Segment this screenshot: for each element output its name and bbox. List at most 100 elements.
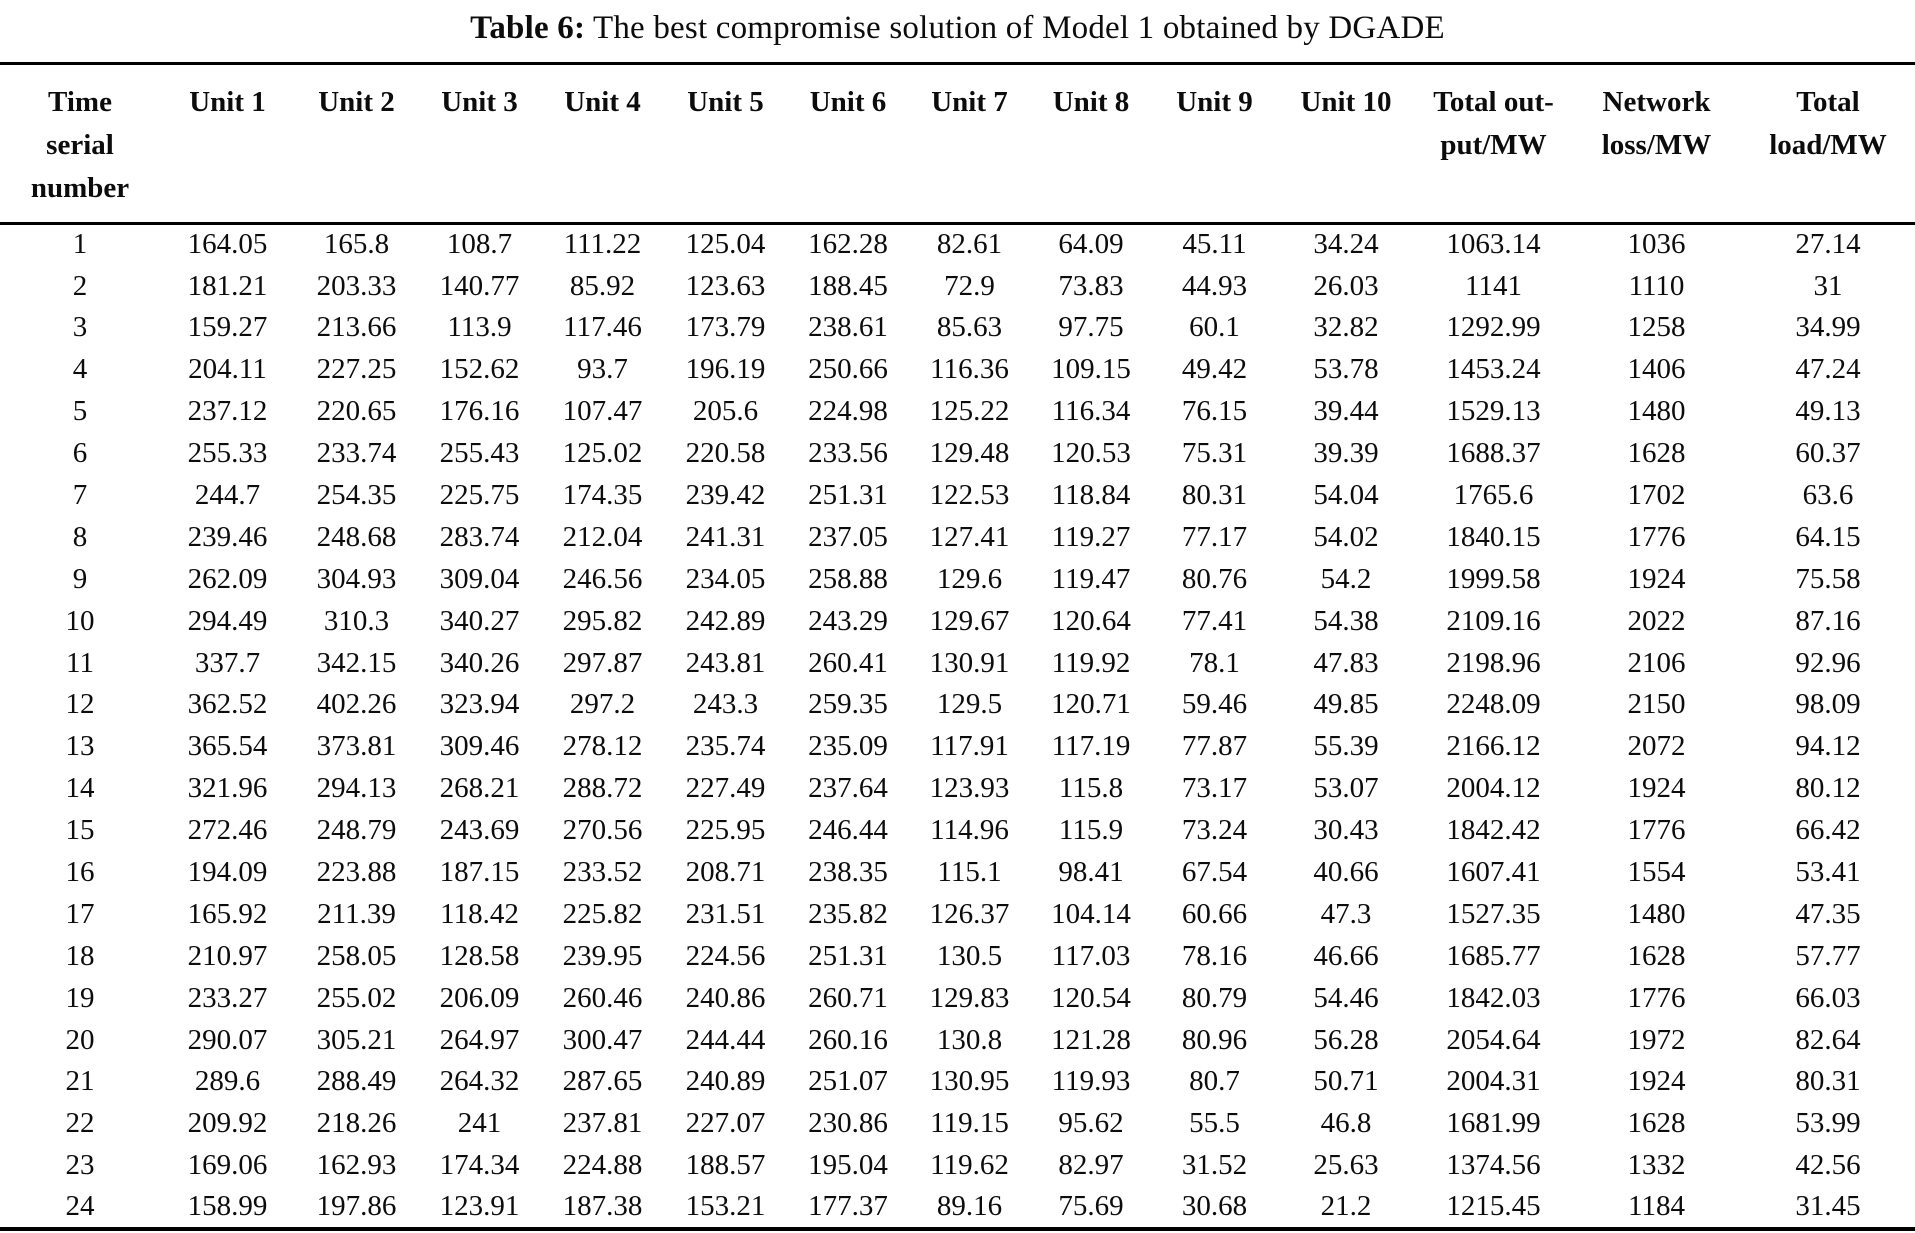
table-cell: 162.93	[316, 1149, 397, 1182]
table-row: 20 290.07 305.21 264.97 300.47 244.44 260.16 13…	[0, 1019, 1915, 1061]
table-row: 10 294.49 310.3 340.27 295.82 242.89 243.29 129…	[0, 600, 1915, 642]
table-cell: 119.27	[1051, 520, 1131, 553]
table-cell: 113.9	[447, 311, 512, 344]
table-cell: 1628	[1627, 939, 1686, 972]
table-cell: 248.79	[316, 814, 397, 847]
table-cell: 255.33	[187, 437, 268, 470]
table-cell: 72.9	[944, 269, 995, 302]
table-cell: 173.79	[685, 311, 766, 344]
table-cell: 2150	[1627, 688, 1686, 721]
table-cell: 120.54	[1051, 981, 1131, 1014]
table-cell: 115.9	[1058, 814, 1124, 847]
table-cell: 54.2	[1320, 562, 1372, 595]
table-cell: 268.21	[439, 772, 520, 805]
table-cell: 1258	[1627, 311, 1686, 344]
table-cell: 20	[65, 1023, 95, 1056]
table-cell: 224.98	[808, 395, 888, 428]
table-cell: 251.07	[808, 1065, 888, 1098]
table-cell: 1063.14	[1446, 228, 1541, 261]
table-cell: 117.91	[930, 730, 1009, 763]
table-cell: 164.05	[187, 228, 268, 261]
table-cell: 80.7	[1189, 1065, 1240, 1098]
table-cell: 98.09	[1795, 688, 1861, 721]
table-cell: 340.26	[439, 646, 520, 679]
table-cell: 230.86	[808, 1107, 888, 1140]
table-cell: 123.63	[685, 269, 766, 302]
table-cell: 1332	[1627, 1149, 1686, 1182]
table-cell: 130.95	[929, 1065, 1010, 1098]
table-cell: 1924	[1627, 562, 1686, 595]
table-cell: 117.19	[1051, 730, 1131, 763]
column-header-7: Unit 7	[931, 86, 1008, 118]
table-cell: 77.17	[1181, 520, 1248, 553]
table-cell: 7	[72, 479, 88, 511]
table-cell: 255.43	[439, 437, 520, 470]
table-cell: 19	[65, 981, 95, 1014]
table-cell: 130.8	[936, 1023, 1003, 1056]
table-cell: 98.41	[1058, 856, 1124, 889]
table-cell: 365.54	[187, 730, 268, 763]
table-cell: 235.09	[808, 730, 888, 763]
table-cell: 260.46	[562, 981, 643, 1014]
table-cell: 1842.03	[1446, 981, 1541, 1014]
table-cell: 60.1	[1189, 311, 1240, 344]
header-row: Time serial number Unit 1 Unit 2 Unit 3 Unit…	[0, 63, 1915, 224]
table-row: 16 194.09 223.88 187.15 233.52 208.71 238.35 11…	[0, 852, 1915, 894]
table-cell: 2198.96	[1446, 646, 1541, 679]
table-cell: 246.56	[562, 562, 643, 595]
table-cell: 6	[72, 437, 88, 470]
table-cell: 14	[65, 772, 95, 805]
table-cell: 130.91	[929, 646, 1010, 679]
table-cell: 237.81	[562, 1107, 643, 1140]
table-cell: 109.15	[1051, 353, 1131, 386]
table-cell: 50.71	[1313, 1065, 1379, 1098]
table-cell: 294.13	[316, 772, 397, 805]
table-cell: 1688.37	[1446, 437, 1541, 470]
table-cell: 75.69	[1058, 1190, 1124, 1223]
table-cell: 73.17	[1181, 772, 1248, 805]
table-cell: 47.83	[1313, 646, 1379, 679]
table-cell: 243.69	[439, 814, 520, 847]
table-cell: 225.75	[439, 479, 520, 511]
table-caption-label: Table 6:	[470, 10, 586, 46]
table-cell: 66.42	[1795, 814, 1861, 847]
table-cell: 94.12	[1795, 730, 1861, 763]
table-cell: 17	[65, 897, 95, 930]
table-cell: 290.07	[187, 1023, 268, 1056]
table-cell: 340.27	[439, 604, 520, 637]
table-cell: 1480	[1627, 897, 1686, 930]
table-cell: 1453.24	[1446, 353, 1541, 386]
table-cell: 213.66	[316, 311, 397, 344]
table-cell: 129.48	[929, 437, 1010, 470]
table-cell: 128.58	[439, 939, 520, 972]
table-cell: 243.81	[685, 646, 766, 679]
table-cell: 309.46	[439, 730, 520, 763]
table-cell: 127.41	[929, 520, 1010, 553]
column-header-1: Unit 1	[189, 86, 266, 118]
table-row: 7 244.7 254.35 225.75 174.35 239.42 251.31 122.…	[0, 475, 1915, 517]
table-cell: 251.31	[808, 479, 888, 511]
table-cell: 177.37	[808, 1190, 888, 1223]
table-cell: 125.04	[685, 228, 766, 261]
table-cell: 1776	[1627, 981, 1686, 1014]
table-cell: 224.88	[562, 1149, 643, 1182]
table-cell: 129.83	[929, 981, 1010, 1014]
table-cell: 304.93	[316, 562, 397, 595]
table-cell: 9	[72, 562, 88, 595]
table-cell: 209.92	[187, 1107, 268, 1140]
table-cell: 255.02	[316, 981, 397, 1014]
table-cell: 233.74	[316, 437, 397, 470]
table-cell: 31.45	[1795, 1190, 1861, 1223]
table-cell: 2248.09	[1446, 688, 1541, 721]
table-row: 18 210.97 258.05 128.58 239.95 224.56 251.31 13…	[0, 935, 1915, 977]
table-cell: 32.82	[1313, 311, 1379, 344]
table-cell: 57.77	[1795, 939, 1861, 972]
table-cell: 176.16	[439, 395, 520, 428]
table-cell: 119.93	[1051, 1065, 1131, 1098]
table-cell: 373.81	[316, 730, 397, 763]
table-cell: 82.64	[1795, 1023, 1861, 1056]
table-cell: 239.42	[685, 479, 766, 511]
table-cell: 31	[1813, 269, 1843, 302]
table-cell: 39.44	[1313, 395, 1379, 428]
table-cell: 39.39	[1313, 437, 1379, 470]
